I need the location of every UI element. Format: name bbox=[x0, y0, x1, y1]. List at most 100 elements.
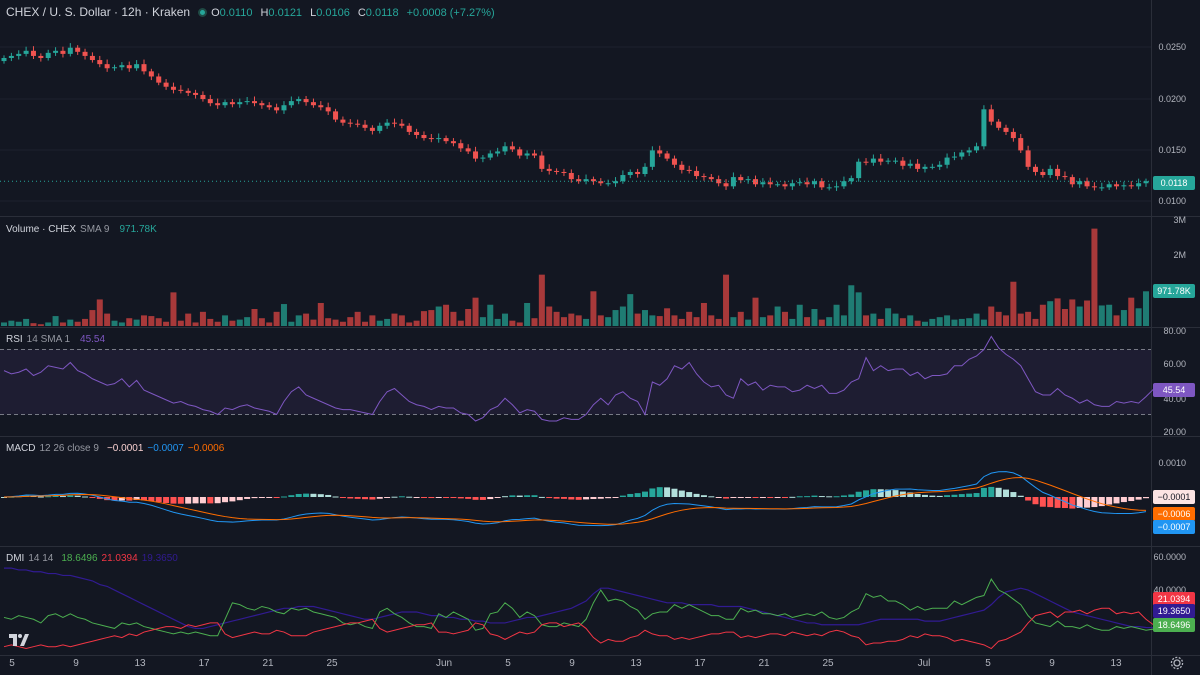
volume-bar bbox=[634, 313, 641, 326]
volume-bar bbox=[1120, 310, 1127, 326]
volume-bar bbox=[1047, 301, 1054, 326]
macd-histogram-bar bbox=[833, 496, 840, 498]
market-status-icon[interactable] bbox=[198, 8, 208, 17]
candle-body bbox=[885, 160, 891, 162]
volume-bar bbox=[553, 311, 560, 326]
volume-bar bbox=[671, 315, 678, 326]
macd-histogram-bar bbox=[774, 497, 781, 498]
macd-histogram-bar bbox=[627, 493, 634, 497]
price-tick: 0.0250 bbox=[1158, 42, 1186, 52]
macd-histogram-bar bbox=[258, 497, 265, 498]
volume-bar bbox=[118, 322, 125, 326]
volume-axis[interactable]: 3M 2M bbox=[1152, 215, 1200, 327]
volume-bar bbox=[973, 313, 980, 326]
macd-histogram-bar bbox=[914, 494, 921, 497]
rsi-line bbox=[3, 335, 1154, 422]
volume-bar bbox=[899, 318, 906, 326]
macd-histogram-bar bbox=[428, 497, 435, 499]
volume-bar bbox=[1076, 306, 1083, 326]
candle-body bbox=[1069, 177, 1075, 185]
candle-body bbox=[605, 183, 611, 185]
macd-histogram-bar bbox=[163, 497, 170, 504]
candle-body bbox=[988, 109, 994, 122]
volume-bar bbox=[369, 315, 376, 326]
volume-value: 971.78K bbox=[119, 224, 157, 235]
macd-legend[interactable]: MACD 12 26 close 9 −0.0001 −0.0007 −0.0006 bbox=[6, 443, 228, 454]
volume-bar bbox=[560, 317, 567, 326]
macd-histogram-bar bbox=[737, 497, 744, 498]
volume-bar bbox=[1, 322, 7, 326]
volume-bar bbox=[457, 320, 464, 326]
time-label: 25 bbox=[326, 658, 338, 669]
separator-dmi[interactable] bbox=[0, 546, 1200, 547]
macd-histogram-bar bbox=[546, 497, 553, 499]
dmi-plus-line bbox=[3, 578, 1154, 637]
dmi-axis[interactable]: 60.0000 40.0000 bbox=[1152, 546, 1200, 655]
macd-histogram-bar bbox=[590, 497, 597, 500]
rsi-legend[interactable]: RSI 14 SMA 1 45.54 bbox=[6, 334, 109, 345]
macd-histogram-bar bbox=[362, 497, 369, 500]
rsi-axis[interactable]: 80.00 60.00 40.00 20.00 bbox=[1152, 326, 1200, 437]
candle-body bbox=[156, 76, 162, 83]
macd-histogram-bar bbox=[1069, 497, 1076, 509]
volume-bar bbox=[944, 315, 951, 326]
time-label: 5 bbox=[9, 658, 15, 669]
volume-bar bbox=[273, 311, 280, 326]
volume-bar bbox=[730, 317, 737, 326]
volume-bar bbox=[310, 319, 317, 326]
dmi-title: DMI bbox=[6, 553, 25, 564]
volume-bar bbox=[30, 323, 37, 326]
volume-bar bbox=[929, 318, 936, 326]
separator-volume[interactable] bbox=[0, 216, 1200, 217]
macd-histogram-bar bbox=[398, 496, 405, 498]
symbol-title[interactable]: CHEX / U. S. Dollar · 12h · Kraken bbox=[6, 5, 191, 19]
macd-histogram-bar bbox=[479, 497, 486, 500]
volume-bar bbox=[715, 318, 722, 326]
macd-histogram-bar bbox=[745, 497, 752, 498]
macd-histogram-bar bbox=[921, 494, 928, 497]
macd-histogram-bar bbox=[325, 494, 332, 497]
volume-bar bbox=[1061, 309, 1068, 326]
volume-bar bbox=[303, 313, 310, 326]
volume-bar bbox=[450, 311, 457, 326]
macd-histogram-bar bbox=[907, 492, 914, 497]
price-axis[interactable]: 0.0250 0.0200 0.0150 0.0100 bbox=[1152, 0, 1200, 216]
candle-body bbox=[30, 50, 36, 56]
candle-body bbox=[590, 179, 596, 182]
candle-body bbox=[819, 181, 825, 188]
candle-body bbox=[841, 181, 847, 187]
tradingview-logo-icon[interactable] bbox=[8, 632, 30, 648]
volume-bar bbox=[826, 317, 833, 326]
candle-body bbox=[296, 99, 302, 102]
dmi-params: 14 14 bbox=[28, 553, 54, 564]
volume-bar bbox=[15, 321, 22, 326]
volume-bar bbox=[995, 311, 1002, 326]
volume-bar bbox=[214, 321, 221, 326]
volume-bar bbox=[288, 321, 295, 326]
candle-body bbox=[1018, 138, 1024, 151]
macd-histogram-bar bbox=[1120, 497, 1127, 503]
separator-macd[interactable] bbox=[0, 436, 1200, 437]
volume-bar bbox=[693, 317, 700, 326]
volume-tick: 2M bbox=[1173, 250, 1186, 260]
volume-bar bbox=[192, 322, 199, 326]
dmi-legend[interactable]: DMI 14 14 18.6496 21.0394 19.3650 bbox=[6, 553, 182, 564]
volume-legend[interactable]: Volume · CHEX SMA 9 971.78K bbox=[6, 224, 161, 235]
macd-histogram-bar bbox=[303, 493, 310, 497]
candle-body bbox=[495, 151, 501, 154]
candle-body bbox=[996, 121, 1002, 128]
settings-gear-icon[interactable] bbox=[1170, 656, 1184, 670]
separator-rsi[interactable] bbox=[0, 327, 1200, 328]
ohlc-high: H0.0121 bbox=[260, 7, 303, 19]
macd-axis[interactable]: 0.0010 bbox=[1152, 436, 1200, 546]
candle-body bbox=[716, 179, 722, 184]
volume-bar bbox=[96, 299, 103, 326]
macd-histogram-bar bbox=[207, 497, 214, 504]
macd-histogram-bar bbox=[723, 497, 730, 499]
macd-histogram-bar bbox=[730, 497, 737, 498]
macd-histogram-bar bbox=[236, 497, 243, 501]
volume-bar bbox=[597, 315, 604, 326]
volume-bar bbox=[656, 316, 663, 326]
macd-histogram-bar bbox=[148, 497, 155, 502]
